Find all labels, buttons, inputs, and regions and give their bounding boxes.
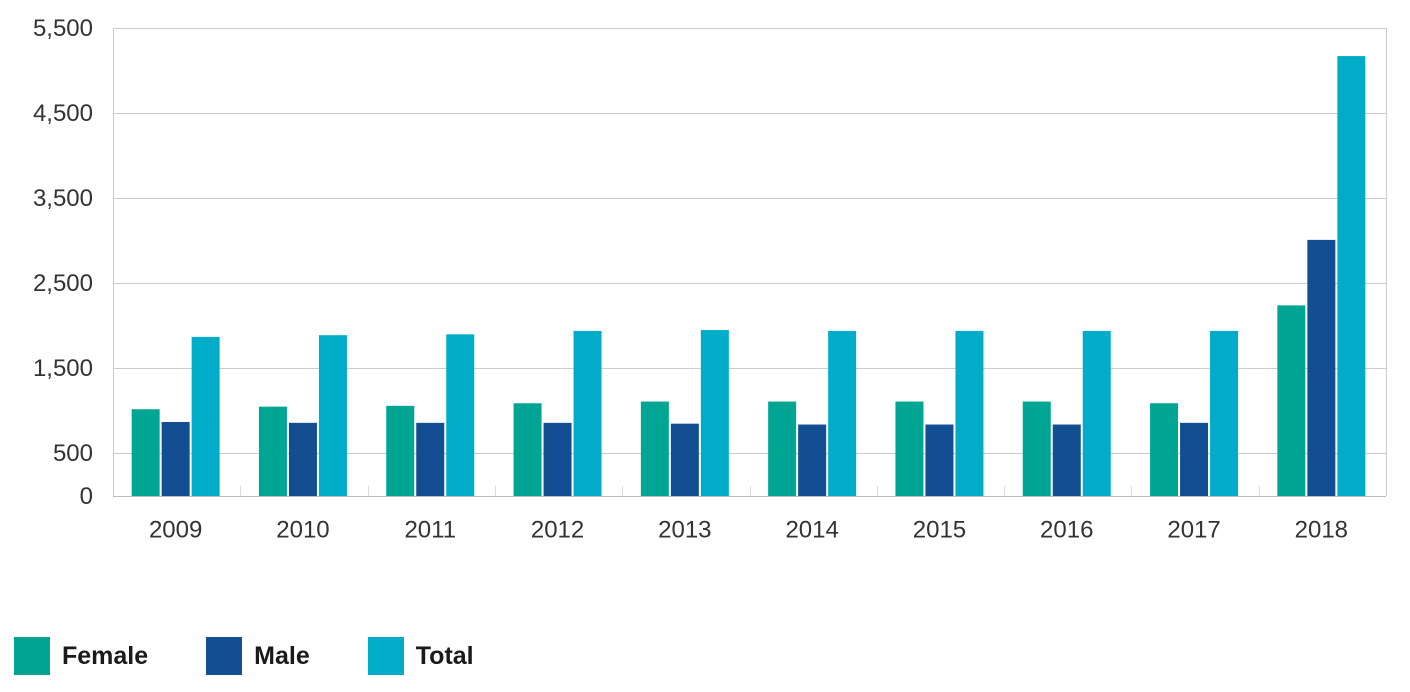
- legend-label-male: Male: [254, 641, 310, 670]
- legend-item-total: Total: [367, 637, 474, 675]
- bar-female-2010: [258, 406, 287, 496]
- y-tick-labels: 0 500 1,500 2,500 3,500 4,500 5,500: [33, 15, 93, 510]
- bar-total-2012: [573, 330, 602, 496]
- legend-label-total: Total: [415, 641, 474, 670]
- bar-male-2018: [1307, 239, 1336, 497]
- legend-swatch-total: [367, 637, 404, 675]
- x-tick-label-2014: 2014: [785, 517, 838, 544]
- axes: [113, 28, 1387, 497]
- x-tick-label-2012: 2012: [531, 517, 584, 544]
- x-tick-label-2009: 2009: [149, 517, 202, 544]
- bar-total-2016: [1082, 330, 1111, 496]
- x-tick-label-2013: 2013: [658, 517, 711, 544]
- bar-male-2014: [798, 424, 827, 496]
- bar-total-2010: [318, 335, 347, 496]
- bar-female-2017: [1150, 403, 1179, 496]
- bar-female-2009: [131, 409, 160, 496]
- bar-male-2009: [161, 421, 190, 496]
- x-tick-label-2015: 2015: [913, 517, 966, 544]
- legend-label-female: Female: [62, 641, 149, 670]
- bar-male-2012: [543, 422, 572, 496]
- bar-total-2011: [446, 334, 475, 496]
- bar-male-2013: [670, 423, 699, 496]
- legend-swatch-male: [206, 637, 243, 675]
- bar-male-2015: [925, 424, 954, 496]
- bar-male-2017: [1180, 422, 1209, 496]
- bar-female-2011: [386, 405, 415, 496]
- bar-total-2015: [955, 330, 984, 496]
- x-tick-label-2010: 2010: [276, 517, 329, 544]
- legend-item-male: Male: [206, 637, 310, 675]
- x-tick-label-2017: 2017: [1167, 517, 1220, 544]
- y-tick-label-0: 0: [80, 483, 93, 510]
- bars: [131, 56, 1366, 497]
- grid-lines: [113, 28, 1386, 454]
- bar-female-2018: [1277, 305, 1306, 496]
- x-tick-label-2016: 2016: [1040, 517, 1093, 544]
- bar-female-2014: [768, 401, 797, 496]
- y-tick-label-5500: 5,500: [33, 15, 93, 42]
- legend-swatch-female: [14, 637, 50, 675]
- bar-female-2016: [1022, 401, 1051, 496]
- bar-total-2009: [191, 336, 220, 496]
- bar-male-2011: [416, 422, 445, 496]
- bar-female-2015: [895, 401, 924, 496]
- bar-male-2010: [288, 422, 317, 496]
- bar-female-2012: [513, 403, 542, 496]
- legend: Female Male Total: [14, 636, 474, 676]
- bar-total-2013: [700, 330, 729, 496]
- y-tick-label-1500: 1,500: [33, 355, 93, 382]
- y-tick-label-500: 500: [53, 440, 93, 467]
- y-tick-label-4500: 4,500: [33, 100, 93, 127]
- x-tick-label-2018: 2018: [1295, 517, 1348, 544]
- legend-item-female: Female: [14, 637, 148, 675]
- bar-female-2013: [640, 401, 669, 496]
- bar-total-2017: [1210, 330, 1239, 496]
- y-tick-label-2500: 2,500: [33, 270, 93, 297]
- bar-total-2018: [1337, 56, 1366, 496]
- x-tick-label-2011: 2011: [404, 517, 456, 544]
- x-tick-labels: 2009 2010 2011 2012 2013 2014 2015 2016 2017 2018: [149, 517, 1348, 544]
- bar-total-2014: [828, 330, 857, 496]
- y-tick-label-3500: 3,500: [33, 185, 93, 212]
- bar-male-2016: [1052, 424, 1081, 496]
